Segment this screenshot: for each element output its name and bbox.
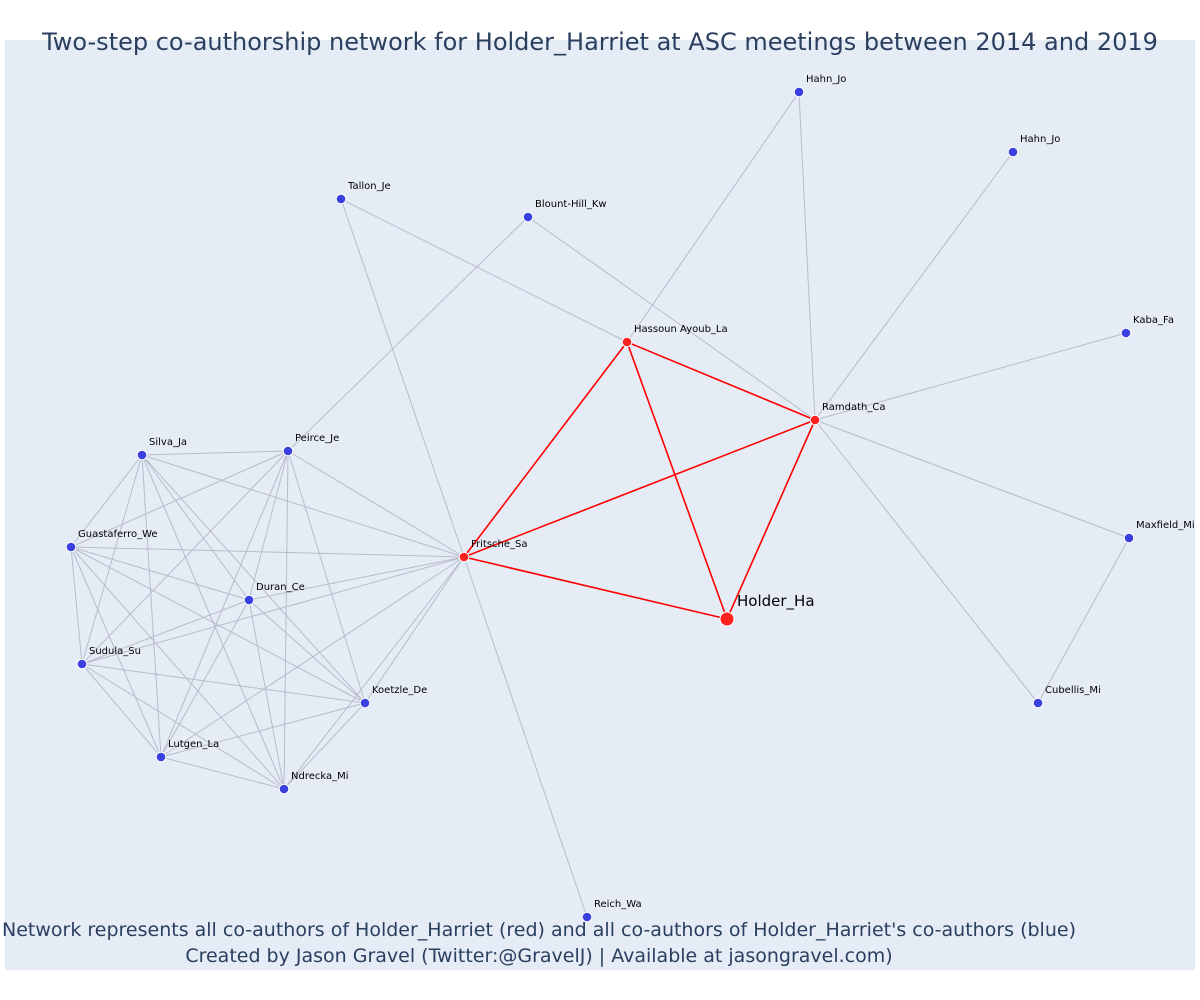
node-fritsche[interactable]	[458, 551, 470, 563]
edge-sudula-koetzle	[81, 663, 366, 704]
label-layer: Holder_Ha Fritsche_Sa Hassoun Ayoub_La Ramd…	[78, 74, 1195, 910]
node-guastaferro[interactable]	[65, 541, 77, 553]
edge-duran-koetzle	[248, 599, 366, 704]
node-lutgen[interactable]	[155, 751, 167, 763]
edge-holder-hassoun	[626, 341, 728, 620]
edge-holder-ramdath	[726, 419, 816, 620]
node-label-holder: Holder_Ha	[737, 592, 815, 611]
node-tallon[interactable]	[335, 193, 347, 205]
node-sudula[interactable]	[76, 658, 88, 670]
node-label-lutgen: Lutgen_La	[168, 739, 219, 750]
node-label-ndrecka: Ndrecka_Mi	[291, 771, 349, 782]
node-hahn1[interactable]	[793, 86, 805, 98]
node-cubellis[interactable]	[1032, 697, 1044, 709]
node-kaba[interactable]	[1120, 327, 1132, 339]
edge-peirce-sudula	[81, 450, 289, 665]
edge-peirce-guastaferro	[70, 450, 289, 548]
node-label-silva: Silva_Ja	[149, 437, 187, 448]
node-label-sudula: Sudula_Su	[89, 646, 141, 657]
edge-fritsche-ndrecka	[283, 556, 465, 790]
edge-guastaferro-ndrecka	[70, 546, 285, 790]
chart-title: Two-step co-authorship network for Holde…	[42, 28, 1158, 56]
edge-ramdath-blount	[527, 216, 816, 421]
edge-blount-peirce	[287, 216, 529, 452]
edge-guastaferro-sudula	[70, 546, 83, 665]
node-koetzle[interactable]	[359, 697, 371, 709]
node-label-fritsche: Fritsche_Sa	[471, 539, 528, 550]
node-maxfield[interactable]	[1123, 532, 1135, 544]
node-holder[interactable]	[719, 611, 735, 627]
edge-maxfield-cubellis	[1037, 537, 1130, 704]
edge-ramdath-hahn2	[814, 151, 1014, 421]
edge-fritsche-koetzle	[364, 556, 465, 704]
edge-silva-guastaferro	[70, 454, 143, 548]
edge-hassoun-tallon	[340, 198, 628, 343]
node-label-blount: Blount-Hill_Kw	[535, 199, 607, 210]
node-label-cubellis: Cubellis_Mi	[1045, 685, 1101, 696]
edge-fritsche-sudula	[81, 556, 465, 665]
node-label-maxfield: Maxfield_Mi	[1136, 520, 1195, 531]
node-blount[interactable]	[522, 211, 534, 223]
edge-hassoun-ramdath	[626, 341, 816, 421]
edge-ramdath-hahn1	[798, 91, 816, 421]
node-hahn2[interactable]	[1007, 146, 1019, 158]
edge-ramdath-cubellis	[814, 419, 1039, 704]
node-label-hassoun: Hassoun Ayoub_La	[634, 324, 728, 335]
node-hassoun[interactable]	[621, 336, 633, 348]
node-reich[interactable]	[581, 911, 593, 923]
edge-silva-koetzle	[141, 454, 366, 704]
node-label-peirce: Peirce_Je	[295, 433, 339, 444]
edge-fritsche-reich	[463, 556, 588, 918]
edge-fritsche-duran	[248, 556, 465, 601]
node-label-hahn1: Hahn_Jo	[806, 74, 846, 85]
edge-hassoun-hahn1	[626, 91, 800, 343]
node-label-ramdath: Ramdath_Ca	[822, 402, 885, 413]
caption-credits: Created by Jason Gravel (Twitter:@Gravel…	[185, 945, 893, 967]
edge-koetzle-lutgen	[160, 702, 366, 758]
edge-sudula-ndrecka	[81, 663, 285, 790]
edge-sudula-lutgen	[81, 663, 162, 758]
node-label-duran: Duran_Ce	[256, 582, 305, 593]
plot-background	[5, 40, 1195, 970]
edge-fritsche-silva	[141, 454, 465, 558]
edge-ramdath-maxfield	[814, 419, 1130, 539]
edge-duran-lutgen	[160, 599, 250, 758]
edge-silva-peirce	[141, 450, 289, 456]
node-duran[interactable]	[243, 594, 255, 606]
edge-duran-ndrecka	[248, 599, 285, 790]
edge-holder-fritsche	[463, 556, 728, 620]
node-peirce[interactable]	[282, 445, 294, 457]
edge-guastaferro-lutgen	[70, 546, 162, 758]
edge-silva-duran	[141, 454, 250, 601]
node-label-tallon: Tallon_Je	[347, 181, 391, 192]
node-label-guastaferro: Guastaferro_We	[78, 529, 158, 540]
node-label-kaba: Kaba_Fa	[1133, 315, 1174, 326]
node-label-reich: Reich_Wa	[594, 899, 642, 910]
edge-peirce-lutgen	[160, 450, 289, 758]
edge-ramdath-kaba	[814, 332, 1127, 421]
edge-peirce-duran	[248, 450, 289, 601]
node-label-koetzle: Koetzle_De	[372, 685, 427, 696]
edge-koetzle-ndrecka	[283, 702, 366, 790]
node-ndrecka[interactable]	[278, 783, 290, 795]
edge-fritsche-tallon	[340, 198, 465, 558]
edge-fritsche-hassoun	[463, 341, 628, 558]
node-ramdath[interactable]	[809, 414, 821, 426]
edge-fritsche-peirce	[287, 450, 465, 558]
edge-guastaferro-duran	[70, 546, 250, 601]
edge-duran-sudula	[81, 599, 250, 665]
node-layer	[65, 86, 1135, 923]
edge-fritsche-guastaferro	[70, 546, 465, 558]
edge-layer	[70, 91, 1130, 918]
edge-guastaferro-koetzle	[70, 546, 366, 704]
edge-silva-lutgen	[141, 454, 162, 758]
edge-peirce-koetzle	[287, 450, 366, 704]
caption-description: Network represents all co-authors of Hol…	[2, 919, 1076, 941]
edge-lutgen-ndrecka	[160, 756, 285, 790]
node-label-hahn2: Hahn_Jo	[1020, 134, 1060, 145]
edge-peirce-ndrecka	[283, 450, 289, 790]
edge-fritsche-ramdath	[463, 419, 816, 558]
node-silva[interactable]	[136, 449, 148, 461]
